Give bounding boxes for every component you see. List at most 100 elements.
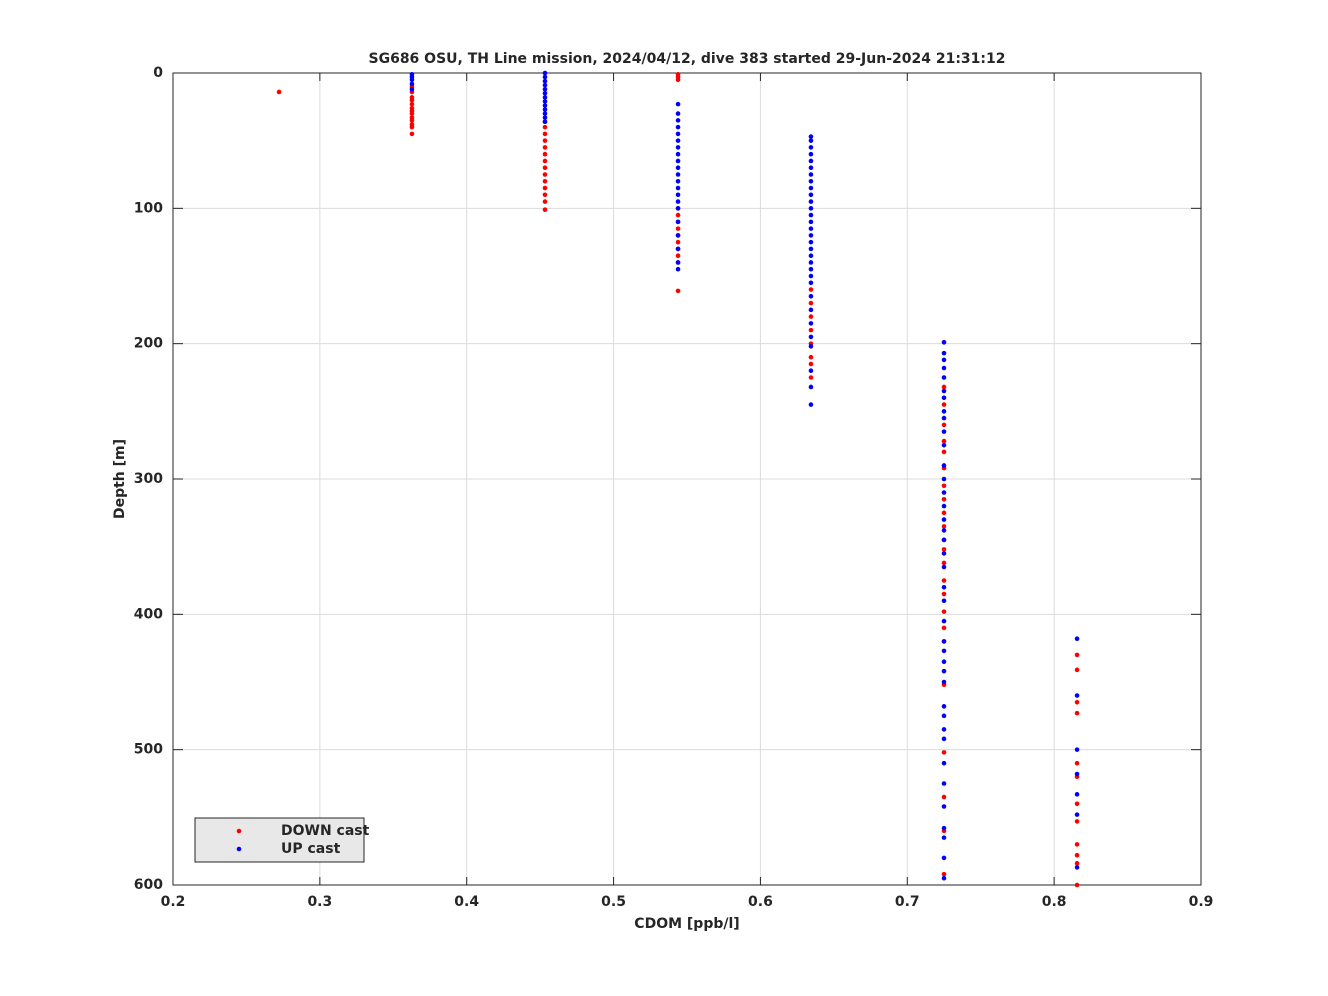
data-point <box>542 111 548 116</box>
data-point <box>675 192 681 198</box>
chart-title: SG686 OSU, TH Line mission, 2024/04/12, … <box>369 51 1006 67</box>
x-tick-label: 0.7 <box>895 894 920 910</box>
data-point <box>542 107 548 112</box>
y-tick-label: 100 <box>134 200 163 216</box>
data-point <box>941 551 947 556</box>
data-point <box>941 727 947 732</box>
x-tick-label: 0.8 <box>1042 894 1067 910</box>
data-point <box>941 429 947 434</box>
x-tick-label: 0.3 <box>307 894 332 910</box>
data-point <box>542 199 548 204</box>
data-point <box>1074 760 1080 766</box>
data-point <box>542 138 548 143</box>
data-point <box>675 158 681 164</box>
data-point <box>941 415 947 421</box>
data-point <box>808 280 814 286</box>
data-point <box>808 158 814 164</box>
data-point <box>675 266 681 272</box>
data-point <box>542 78 548 84</box>
legend-box <box>194 817 365 863</box>
y-tick-label: 500 <box>134 742 163 758</box>
data-point <box>409 101 415 107</box>
data-point <box>941 365 947 371</box>
data-point <box>276 89 282 95</box>
data-point <box>675 212 681 218</box>
data-point <box>941 618 947 624</box>
data-point <box>675 288 681 294</box>
data-point <box>1074 865 1080 870</box>
data-point <box>941 497 947 502</box>
data-point <box>941 483 947 489</box>
data-point <box>1074 861 1080 866</box>
data-point <box>941 855 947 861</box>
legend-label: DOWN cast <box>281 823 370 839</box>
data-point <box>808 368 814 374</box>
data-point <box>808 239 814 245</box>
data-point <box>941 350 947 356</box>
data-point <box>941 442 947 448</box>
data-point <box>808 402 814 407</box>
data-point <box>808 145 814 150</box>
x-tick-label: 0.6 <box>748 894 773 910</box>
data-point <box>808 354 814 360</box>
data-point <box>542 119 548 125</box>
data-point <box>675 111 681 116</box>
data-point <box>1074 792 1080 797</box>
data-point <box>808 233 814 238</box>
data-point <box>542 172 548 177</box>
data-point <box>542 91 548 96</box>
data-point <box>941 591 947 597</box>
data-point <box>808 314 814 319</box>
data-point <box>941 528 947 533</box>
data-point <box>542 95 548 100</box>
data-point <box>941 668 947 674</box>
x-tick-label: 0.5 <box>601 894 626 910</box>
data-point <box>941 357 947 363</box>
data-point <box>808 178 814 184</box>
data-point <box>1074 842 1080 847</box>
data-point <box>808 375 814 380</box>
data-point <box>941 679 947 685</box>
data-point <box>941 560 947 566</box>
data-point <box>675 118 681 123</box>
y-tick-label: 600 <box>134 877 163 893</box>
data-point <box>808 134 814 139</box>
data-point <box>808 165 814 171</box>
data-point <box>409 131 415 137</box>
data-point <box>808 344 814 349</box>
data-point <box>941 402 947 407</box>
y-tick-label: 200 <box>134 336 163 352</box>
data-point <box>409 86 415 92</box>
data-point <box>941 713 947 719</box>
data-point <box>675 124 681 130</box>
data-point <box>808 246 814 252</box>
data-point <box>675 253 681 258</box>
data-point <box>1074 819 1080 824</box>
data-point <box>808 253 814 258</box>
data-point <box>675 206 681 211</box>
data-point <box>409 124 415 130</box>
data-point <box>808 172 814 177</box>
data-point <box>542 70 548 76</box>
data-point <box>409 111 415 116</box>
data-point <box>941 781 947 786</box>
data-point <box>941 422 947 428</box>
data-point <box>941 704 947 709</box>
data-point <box>542 185 548 191</box>
data-point <box>808 384 814 390</box>
data-point <box>542 115 548 120</box>
data-point <box>941 476 947 482</box>
data-point <box>808 327 814 333</box>
data-point <box>941 375 947 380</box>
data-point <box>409 97 415 103</box>
data-point <box>941 736 947 742</box>
data-point <box>941 503 947 509</box>
data-point <box>941 804 947 809</box>
data-point <box>1074 771 1080 777</box>
data-point <box>941 409 947 414</box>
legend-marker <box>236 846 242 852</box>
data-point <box>941 524 947 529</box>
data-point <box>409 77 415 83</box>
data-point <box>941 750 947 755</box>
data-point <box>808 287 814 292</box>
